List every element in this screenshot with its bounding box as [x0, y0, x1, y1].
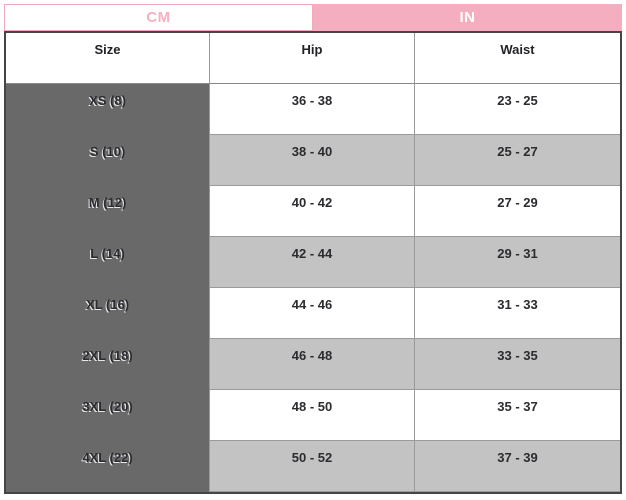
tab-in[interactable]: IN — [313, 4, 622, 31]
hip-cell: 46 - 48 — [210, 339, 415, 390]
waist-cell: 35 - 37 — [415, 390, 620, 441]
waist-cell: 33 - 35 — [415, 339, 620, 390]
column-header-waist: Waist — [415, 33, 620, 84]
size-cell: 4XL (22) — [6, 441, 210, 492]
size-cell: L (14) — [6, 237, 210, 288]
size-chart-table: Size Hip Waist XS (8) 36 - 38 23 - 25 S … — [4, 31, 622, 494]
size-cell: M (12) — [6, 186, 210, 237]
size-cell: XS (8) — [6, 84, 210, 135]
waist-cell: 25 - 27 — [415, 135, 620, 186]
hip-cell: 40 - 42 — [210, 186, 415, 237]
waist-cell: 37 - 39 — [415, 441, 620, 492]
size-cell: S (10) — [6, 135, 210, 186]
hip-cell: 48 - 50 — [210, 390, 415, 441]
column-header-hip: Hip — [210, 33, 415, 84]
waist-cell: 23 - 25 — [415, 84, 620, 135]
hip-cell: 44 - 46 — [210, 288, 415, 339]
column-header-size: Size — [6, 33, 210, 84]
size-cell: XL (16) — [6, 288, 210, 339]
waist-cell: 27 - 29 — [415, 186, 620, 237]
hip-cell: 38 - 40 — [210, 135, 415, 186]
tab-cm[interactable]: CM — [4, 4, 313, 31]
waist-cell: 31 - 33 — [415, 288, 620, 339]
hip-cell: 42 - 44 — [210, 237, 415, 288]
size-guide-widget: CM IN Size Hip Waist XS (8) 36 - 38 23 -… — [4, 4, 622, 494]
unit-tabs: CM IN — [4, 4, 622, 31]
hip-cell: 36 - 38 — [210, 84, 415, 135]
hip-cell: 50 - 52 — [210, 441, 415, 492]
size-cell: 3XL (20) — [6, 390, 210, 441]
waist-cell: 29 - 31 — [415, 237, 620, 288]
size-cell: 2XL (18) — [6, 339, 210, 390]
